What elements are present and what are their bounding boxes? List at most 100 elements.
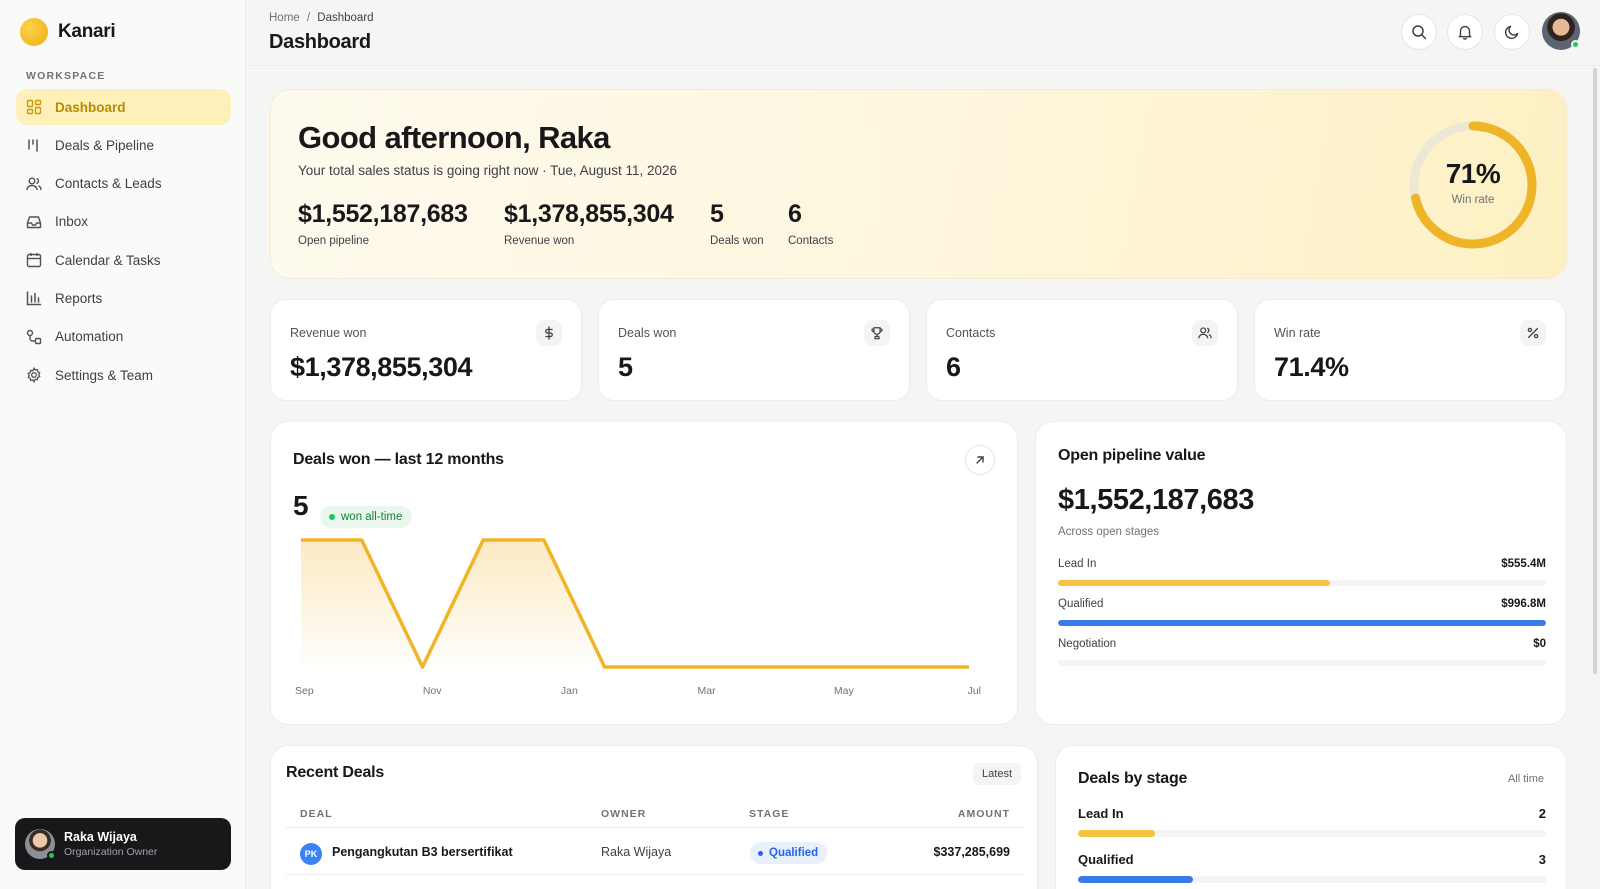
win-rate-label: Win rate xyxy=(1451,194,1495,206)
data-point-oct[interactable] xyxy=(355,533,369,547)
stage-count-track xyxy=(1078,876,1546,883)
kpi-value: $1,378,855,304 xyxy=(290,352,473,382)
hero-stat-value: 5 xyxy=(710,200,724,228)
pipeline-title: Open pipeline value xyxy=(1058,447,1206,464)
header-avatar[interactable] xyxy=(1542,12,1580,50)
recent-deals-title: Recent Deals xyxy=(286,764,385,781)
data-point-jul[interactable] xyxy=(901,660,915,674)
deal-initials-avatar: PK xyxy=(300,843,322,865)
sidebar-item-dashboard[interactable]: Dashboard xyxy=(16,89,231,125)
greeting: Good afternoon, Raka xyxy=(298,120,610,155)
stage-count-fill xyxy=(1078,830,1156,837)
data-point-aug[interactable] xyxy=(962,660,976,674)
online-status-dot xyxy=(47,851,56,860)
latest-filter-button[interactable]: Latest xyxy=(973,763,1021,785)
column-header-amount[interactable]: AMOUNT xyxy=(957,808,1010,820)
data-point-feb[interactable] xyxy=(598,660,612,674)
notifications-button[interactable] xyxy=(1447,14,1483,50)
pipeline-subtitle: Across open stages xyxy=(1058,526,1160,538)
inbox-icon xyxy=(26,214,42,230)
sidebar-item-label: Automation xyxy=(55,329,124,345)
sidebar-item-inbox[interactable]: Inbox xyxy=(16,204,231,240)
sidebar-item-reports[interactable]: Reports xyxy=(16,280,231,316)
theme-toggle-button[interactable] xyxy=(1494,14,1530,50)
deals-won-area-chart: Sep Nov Jan Mar May Jul xyxy=(294,533,981,697)
grid-icon xyxy=(26,99,42,115)
data-point-may[interactable] xyxy=(780,660,794,674)
sidebar-item-label: Reports xyxy=(55,290,103,306)
stage-amount: $555.4M xyxy=(1501,558,1546,570)
column-header-deal[interactable]: DEAL xyxy=(300,808,333,820)
sidebar-item-contacts-leads[interactable]: Contacts & Leads xyxy=(16,166,231,202)
sidebar-item-label: Settings & Team xyxy=(55,367,154,383)
stage-count-fill xyxy=(1078,876,1193,883)
gear-icon xyxy=(26,367,42,384)
data-point-jan[interactable] xyxy=(537,533,551,547)
area-fill xyxy=(301,540,969,667)
sidebar-item-label: Contacts & Leads xyxy=(55,176,162,192)
x-tick-label: Mar xyxy=(698,685,717,697)
sidebar-item-calendar-tasks[interactable]: Calendar & Tasks xyxy=(16,242,231,278)
hero-stat-label: Contacts xyxy=(788,235,834,247)
stage-count: 2 xyxy=(1538,806,1546,821)
workspace-label: WORKSPACE xyxy=(26,70,106,82)
search-button[interactable] xyxy=(1401,14,1437,50)
table-row[interactable]: PK Pengangkutan B3 bersertifikat Raka Wi… xyxy=(286,831,1024,875)
stage-progress-track xyxy=(1058,580,1546,586)
badge-label: won all-time xyxy=(341,511,403,523)
deal-amount: $337,285,699 xyxy=(933,845,1010,859)
kpi-label: Contacts xyxy=(946,326,996,340)
search-icon xyxy=(1412,25,1427,40)
data-point-apr[interactable] xyxy=(719,660,733,674)
kpi-card-deals-won[interactable]: Deals won 5 xyxy=(598,299,910,401)
kpi-card-win-rate[interactable]: Win rate 71.4% xyxy=(1254,299,1566,401)
data-point-dec[interactable] xyxy=(476,533,490,547)
open-pipeline-card: Open pipeline value $1,552,187,683 Acros… xyxy=(1035,421,1567,725)
kpi-value: 6 xyxy=(946,352,961,382)
stage-count-lead-in: Lead In 2 xyxy=(1078,806,1546,837)
brand[interactable]: Kanari xyxy=(20,18,116,46)
stage-progress-fill xyxy=(1058,620,1546,626)
range-label[interactable]: All time xyxy=(1507,773,1544,785)
expand-chart-button[interactable] xyxy=(965,445,995,475)
hero-subtitle: Your total sales status is going right n… xyxy=(298,163,677,178)
status-dot xyxy=(758,850,763,856)
x-tick-label: Sep xyxy=(295,685,314,697)
welcome-hero: Good afternoon, Raka Your total sales st… xyxy=(270,89,1567,279)
sidebar-item-automation[interactable]: Automation xyxy=(16,319,231,355)
column-header-owner[interactable]: OWNER xyxy=(601,808,647,820)
kpi-label: Deals won xyxy=(618,326,677,340)
data-point-mar[interactable] xyxy=(658,660,672,674)
deals-by-stage-title: Deals by stage xyxy=(1078,770,1188,787)
avatar xyxy=(25,829,56,860)
page-scrollbar[interactable] xyxy=(1593,68,1597,674)
won-all-time-badge: won all-time xyxy=(320,506,413,528)
users-icon xyxy=(1192,320,1218,346)
stage-count: 3 xyxy=(1538,852,1546,867)
sidebar: Kanari WORKSPACE Dashboard Deals & Pipel… xyxy=(0,0,246,889)
data-point-jun[interactable] xyxy=(841,660,855,674)
series-line xyxy=(301,538,969,669)
data-point-nov[interactable] xyxy=(415,660,429,674)
breadcrumb-home[interactable]: Home xyxy=(269,12,300,24)
kpi-card-revenue-won[interactable]: Revenue won $1,378,855,304 xyxy=(270,299,582,401)
kpi-card-contacts[interactable]: Contacts 6 xyxy=(926,299,1238,401)
deals-won-total: 5 xyxy=(293,490,309,521)
sidebar-nav: Dashboard Deals & Pipeline Contacts & Le… xyxy=(16,89,231,395)
data-point-sep[interactable] xyxy=(294,533,308,547)
percent-icon xyxy=(1520,320,1546,346)
top-header: Home / Dashboard Dashboard xyxy=(247,0,1600,66)
win-rate-value: 71% xyxy=(1445,158,1501,189)
user-profile-card[interactable]: Raka Wijaya Organization Owner xyxy=(15,818,231,870)
pipeline-value: $1,552,187,683 xyxy=(1058,484,1254,516)
online-status-dot xyxy=(1571,40,1580,49)
stage-progress-fill xyxy=(1058,580,1330,586)
deal-name[interactable]: Pengangkutan B3 bersertifikat xyxy=(332,845,513,859)
sidebar-item-deals-pipeline[interactable]: Deals & Pipeline xyxy=(16,127,231,163)
hero-stat-open-pipeline: $1,552,187,683 Open pipeline xyxy=(298,200,468,247)
column-header-stage[interactable]: STAGE xyxy=(749,808,790,820)
win-rate-ring: 71% Win rate xyxy=(1406,118,1540,252)
x-tick-label: Nov xyxy=(423,685,442,697)
sidebar-item-settings-team[interactable]: Settings & Team xyxy=(16,357,231,393)
automation-icon xyxy=(26,329,42,345)
